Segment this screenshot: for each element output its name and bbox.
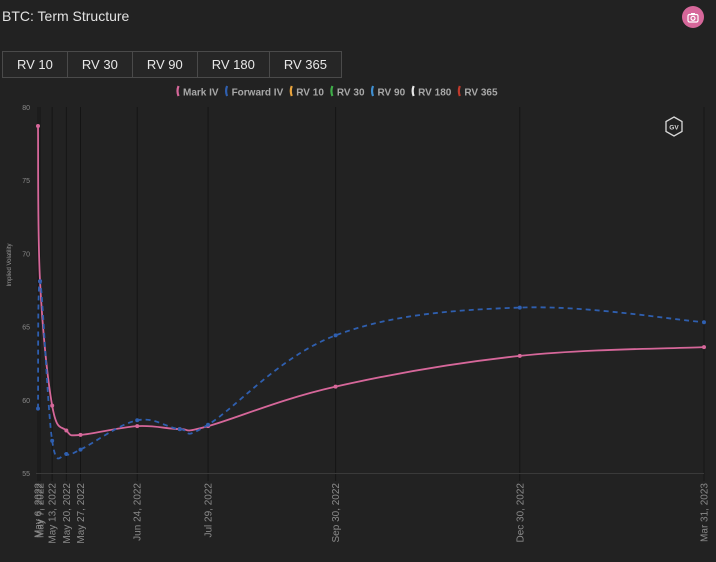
page-title: BTC: Term Structure xyxy=(2,8,130,24)
series-point-forward-iv[interactable] xyxy=(64,451,69,456)
series-line-forward-iv xyxy=(37,280,705,460)
series-point-mark-iv[interactable] xyxy=(135,424,140,429)
legend-swatch xyxy=(457,85,461,97)
legend-swatch xyxy=(411,85,415,97)
y-tick-label: 65 xyxy=(22,325,30,332)
legend-label: Forward IV xyxy=(232,88,284,99)
svg-text:GV: GV xyxy=(669,125,679,132)
legend-item-rv-10[interactable]: RV 10 xyxy=(289,85,325,99)
x-tick-label: May 7, 2022 xyxy=(36,483,47,538)
series-point-mark-iv[interactable] xyxy=(78,432,83,437)
tab-rv-180[interactable]: RV 180 xyxy=(196,51,270,78)
y-tick-label: 60 xyxy=(22,398,30,405)
tab-rv-365[interactable]: RV 365 xyxy=(268,51,342,78)
y-tick-label: 70 xyxy=(22,251,30,258)
legend-swatch xyxy=(330,85,334,97)
x-tick-label: May 6, 2022 xyxy=(34,483,45,538)
legend: Mark IV Forward IV RV 10 RV 30 RV 90 RV 180 RV… xyxy=(176,85,498,99)
legend-swatch xyxy=(224,85,229,97)
series-point-mark-iv[interactable] xyxy=(64,428,69,433)
series-point-mark-iv[interactable] xyxy=(50,403,55,408)
legend-label: RV 180 xyxy=(418,88,452,99)
legend-label: RV 90 xyxy=(378,88,406,99)
series-point-forward-iv[interactable] xyxy=(36,406,40,411)
legend-item-rv-180[interactable]: RV 180 xyxy=(411,85,452,99)
legend-item-rv-90[interactable]: RV 90 xyxy=(370,85,406,99)
series-point-forward-iv[interactable] xyxy=(177,427,182,432)
legend-item-rv-30[interactable]: RV 30 xyxy=(330,85,365,99)
legend-label: Mark IV xyxy=(183,88,219,99)
x-tick-label: Jun 24, 2022 xyxy=(133,483,144,541)
x-tick-label: Mar 31, 2023 xyxy=(700,483,711,542)
series-point-mark-iv[interactable] xyxy=(36,124,40,129)
series-point-mark-iv[interactable] xyxy=(517,353,522,358)
series-point-forward-iv[interactable] xyxy=(78,447,83,452)
series-point-forward-iv[interactable] xyxy=(517,305,522,310)
legend-item-forward-iv[interactable]: Forward IV xyxy=(224,85,284,99)
legend-label: RV 10 xyxy=(296,88,324,99)
tab-rv-10[interactable]: RV 10 xyxy=(2,51,68,78)
hexagon-logo-icon: GV xyxy=(665,116,683,137)
legend-label: RV 365 xyxy=(464,88,498,99)
legend-item-rv-365[interactable]: RV 365 xyxy=(457,85,498,99)
legend-label: RV 30 xyxy=(337,88,365,99)
x-tick-label: May 27, 2022 xyxy=(76,483,87,544)
legend-swatch xyxy=(370,85,375,97)
legend-swatch xyxy=(176,85,180,97)
axes: 55 60 65 70 75 80 Implied Volatility May 6, 202… xyxy=(7,105,711,544)
tab-rv-30[interactable]: RV 30 xyxy=(66,51,133,78)
series xyxy=(36,124,706,460)
camera-button[interactable] xyxy=(682,6,704,28)
x-tick-label: Jul 29, 2022 xyxy=(204,483,215,538)
x-tick-label: May 20, 2022 xyxy=(62,483,73,544)
series-point-forward-iv[interactable] xyxy=(206,422,211,427)
series-point-mark-iv[interactable] xyxy=(333,384,338,389)
x-tick-label: Sep 30, 2022 xyxy=(331,483,342,543)
series-point-forward-iv[interactable] xyxy=(333,333,338,338)
x-tick-label: May 13, 2022 xyxy=(48,483,59,544)
series-point-forward-iv[interactable] xyxy=(135,418,140,423)
series-point-forward-iv[interactable] xyxy=(50,438,55,443)
camera-icon xyxy=(687,12,699,23)
series-point-forward-iv[interactable] xyxy=(702,320,706,325)
legend-swatch xyxy=(289,85,293,97)
y-tick-label: 55 xyxy=(22,471,30,478)
series-point-mark-iv[interactable] xyxy=(702,345,706,350)
rv-tabs: RV 10 RV 30 RV 90 RV 180 RV 365 xyxy=(2,51,342,78)
y-axis-label: Implied Volatility xyxy=(7,243,13,286)
y-tick-label: 80 xyxy=(22,105,30,112)
legend-item-mark-iv[interactable]: Mark IV xyxy=(176,85,219,99)
series-line-mark-iv xyxy=(37,126,705,437)
x-tick-label: Dec 30, 2022 xyxy=(515,483,526,543)
y-tick-label: 75 xyxy=(22,178,30,185)
series-point-forward-iv[interactable] xyxy=(38,279,43,284)
header: BTC: Term Structure xyxy=(0,0,716,36)
